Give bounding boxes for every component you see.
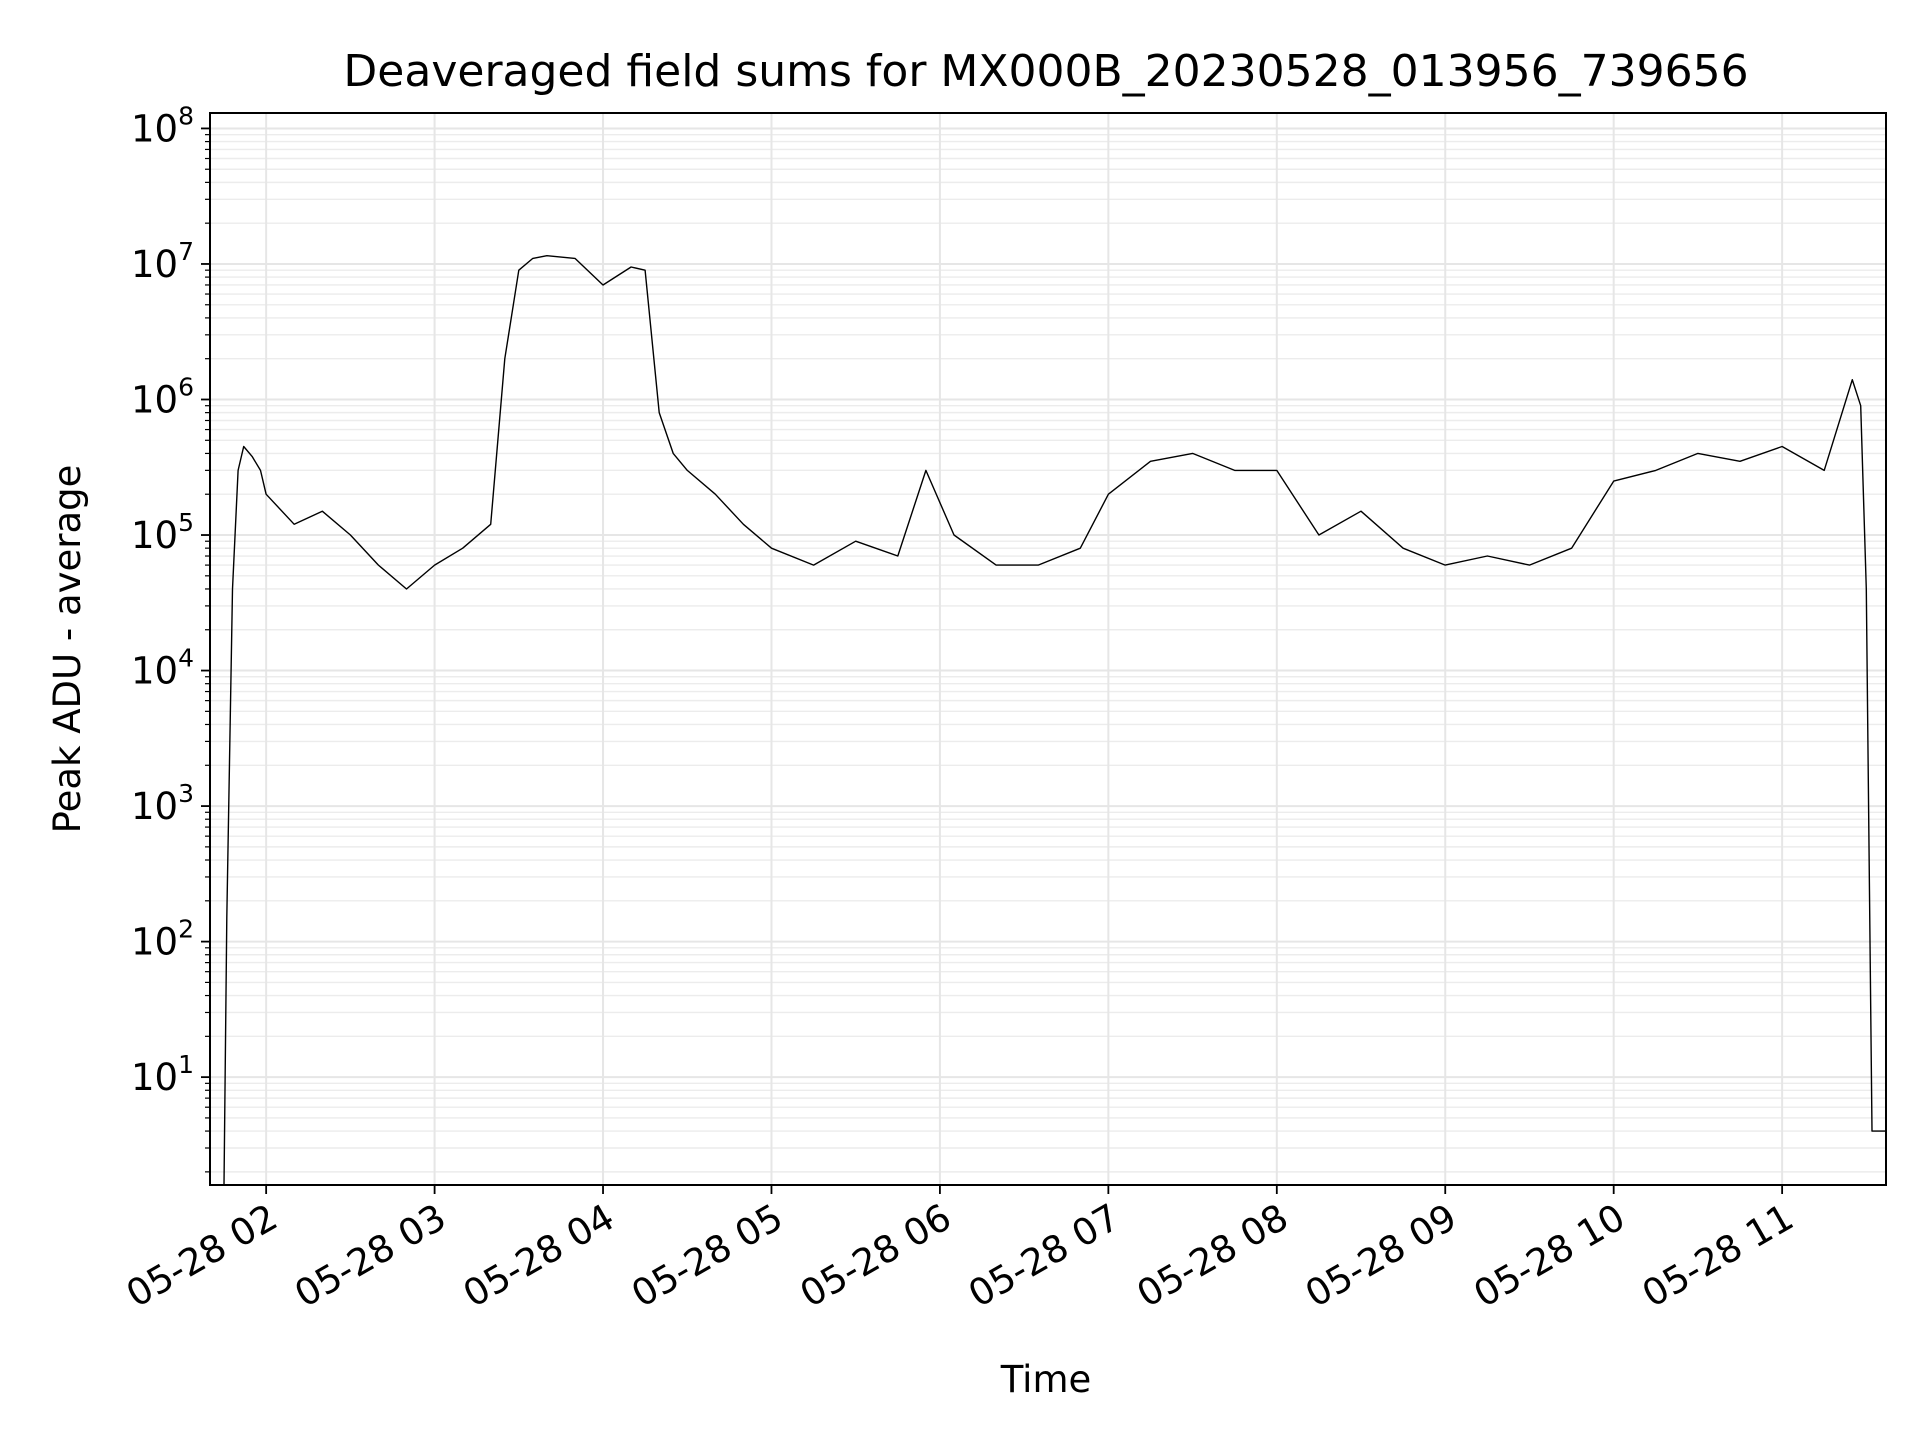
x-axis-ticks: 05-28 02 05-28 03 05-28 04 05-28 05 05-28 06… [119,1185,1801,1316]
x-tick-label: 05-28 03 [288,1196,454,1316]
y-tick-label: 103 [131,779,194,828]
y-tick-base: 10 [131,650,178,693]
y-tick-exponent: 1 [178,1050,194,1079]
y-tick-base: 10 [131,514,178,557]
y-axis-minor-ticks [205,134,210,1173]
x-tick-label: 05-28 09 [1298,1196,1464,1316]
y-tick-base: 10 [131,243,178,286]
y-tick-base: 10 [131,921,178,964]
x-tick-label: 05-28 11 [1635,1196,1801,1316]
minor-gridlines [210,133,1886,1173]
plot-area [223,255,1886,1185]
x-tick-label: 05-28 10 [1467,1196,1633,1316]
series-line [223,255,1886,1185]
x-tick-label: 05-28 07 [961,1196,1127,1316]
x-axis-label: Time [1000,1358,1092,1401]
y-axis-label: Peak ADU - average [46,465,89,834]
y-tick-label: 102 [131,915,194,964]
y-tick-label: 108 [131,101,194,150]
y-tick-label: 104 [131,644,194,693]
x-tick-label: 05-28 02 [119,1196,285,1316]
y-tick-exponent: 4 [178,644,194,673]
y-tick-base: 10 [131,785,178,828]
x-tick-label: 05-28 08 [1130,1196,1296,1316]
y-tick-label: 107 [131,237,194,286]
y-tick-label: 101 [131,1050,194,1099]
x-tick-label: 05-28 06 [793,1196,959,1316]
y-tick-exponent: 2 [178,915,194,944]
y-tick-exponent: 7 [178,237,194,266]
y-tick-base: 10 [131,378,178,421]
y-tick-base: 10 [131,1056,178,1099]
x-tick-label: 05-28 04 [456,1196,622,1316]
y-tick-exponent: 8 [178,101,194,130]
y-tick-exponent: 6 [178,372,194,401]
x-tick-label: 05-28 05 [624,1196,790,1316]
plot-frame [209,112,1887,1186]
y-tick-exponent: 3 [178,779,194,808]
chart-title: Deaveraged field sums for MX000B_2023052… [343,46,1748,97]
y-tick-label: 106 [131,372,194,421]
y-tick-exponent: 5 [178,508,194,537]
y-tick-label: 105 [131,508,194,557]
y-tick-base: 10 [131,107,178,150]
major-gridlines [210,113,1886,1185]
